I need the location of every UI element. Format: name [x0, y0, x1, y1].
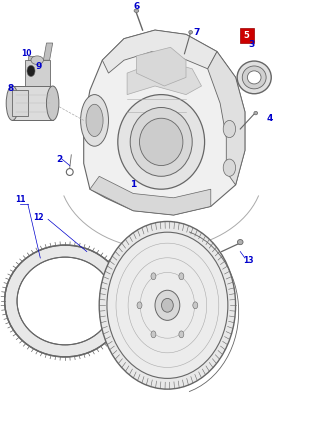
- Text: 6: 6: [133, 2, 140, 11]
- Ellipse shape: [140, 118, 183, 166]
- Ellipse shape: [5, 245, 126, 357]
- Text: 12: 12: [33, 213, 44, 221]
- Ellipse shape: [118, 95, 205, 189]
- Polygon shape: [136, 47, 186, 86]
- Text: 4: 4: [267, 114, 273, 123]
- Ellipse shape: [242, 66, 266, 89]
- Ellipse shape: [223, 159, 236, 176]
- Ellipse shape: [237, 240, 243, 245]
- Text: 7: 7: [194, 28, 200, 37]
- Ellipse shape: [6, 86, 19, 120]
- Ellipse shape: [107, 232, 228, 378]
- Text: 2: 2: [56, 155, 62, 163]
- Ellipse shape: [99, 221, 236, 389]
- Ellipse shape: [130, 108, 192, 176]
- Circle shape: [179, 273, 184, 280]
- Circle shape: [27, 65, 35, 77]
- Ellipse shape: [254, 111, 258, 115]
- Polygon shape: [28, 56, 34, 73]
- Circle shape: [193, 302, 198, 309]
- Polygon shape: [84, 30, 245, 215]
- Text: 3: 3: [248, 40, 254, 49]
- Ellipse shape: [223, 120, 236, 138]
- Ellipse shape: [110, 234, 234, 385]
- Text: 8: 8: [8, 84, 14, 92]
- Polygon shape: [43, 43, 53, 60]
- Circle shape: [137, 302, 142, 309]
- Circle shape: [151, 273, 156, 280]
- Text: 13: 13: [243, 256, 253, 264]
- Polygon shape: [208, 52, 245, 185]
- Text: 11: 11: [15, 196, 25, 204]
- Circle shape: [179, 331, 184, 338]
- Ellipse shape: [46, 86, 59, 120]
- Ellipse shape: [162, 298, 173, 312]
- Text: 1: 1: [130, 181, 136, 189]
- Text: 9: 9: [36, 62, 42, 71]
- Polygon shape: [25, 60, 50, 86]
- Circle shape: [151, 331, 156, 338]
- Ellipse shape: [134, 9, 139, 12]
- Polygon shape: [102, 30, 217, 73]
- Polygon shape: [90, 176, 211, 215]
- Text: 5: 5: [244, 31, 250, 40]
- Text: 10: 10: [21, 49, 32, 58]
- Polygon shape: [127, 60, 202, 95]
- Polygon shape: [12, 86, 53, 120]
- Ellipse shape: [86, 104, 103, 137]
- Ellipse shape: [81, 95, 108, 146]
- Ellipse shape: [155, 290, 180, 320]
- Ellipse shape: [237, 61, 271, 94]
- FancyBboxPatch shape: [240, 28, 254, 43]
- Ellipse shape: [66, 169, 73, 175]
- Ellipse shape: [31, 56, 43, 64]
- Ellipse shape: [247, 71, 261, 84]
- Ellipse shape: [189, 31, 193, 34]
- Polygon shape: [12, 90, 28, 116]
- Ellipse shape: [17, 257, 113, 345]
